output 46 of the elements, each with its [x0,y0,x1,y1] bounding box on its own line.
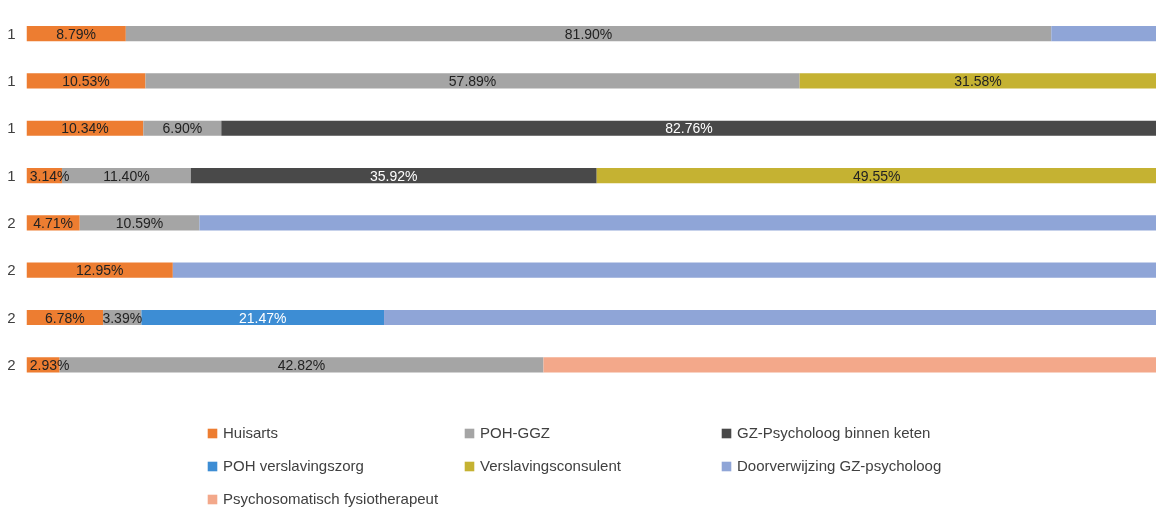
legend-label: POH-GGZ [480,424,551,441]
bar [543,357,1156,373]
bar [26,73,146,89]
data-label: 12.95% [75,262,124,279]
bar [199,215,1156,231]
legend-label: Huisarts [223,424,279,441]
bar [141,309,385,326]
data-label: 6.78% [44,309,85,326]
data-label: 6.90% [162,120,203,137]
data-label: 8.79% [56,25,97,42]
data-label: 81.90% [564,25,613,42]
bar [145,73,800,89]
data-label: 57.89% [448,72,497,89]
legend-label: Doorverwijzing GZ-psycholoog [737,457,943,474]
data-label: 10.59% [115,214,164,231]
y-tick-label: 1 [7,24,16,42]
data-label: 21.47% [238,309,287,326]
bar [384,309,1156,326]
bar [799,73,1156,89]
y-tick-label: 2 [7,261,16,279]
legend-label: Verslavingsconsulent [480,457,622,474]
data-label: 10.53% [62,72,110,89]
data-label: 4.71% [33,214,73,231]
bar [221,120,1156,136]
data-label: 31.58% [954,72,1002,89]
legend-label: GZ-Psycholoog binnen keten [737,424,932,441]
y-tick-label: 1 [7,119,16,137]
data-label: 42.82% [277,356,326,373]
y-tick-label: 1 [7,71,16,89]
data-label: 35.92% [370,167,418,184]
y-tick-label: 2 [7,308,16,326]
legend-label: Psychosomatisch fysiotherapeut [223,490,440,507]
legend-label: POH verslavingszorg [223,457,365,474]
data-label: 11.40% [103,167,150,184]
data-label: 10.34% [61,120,109,137]
bar [190,167,597,184]
data-label: 3.39% [102,309,143,326]
y-tick-label: 2 [7,213,16,231]
bar [596,167,1156,184]
bar [125,26,1052,42]
y-tick-label: 1 [7,166,16,184]
bar [1051,26,1156,42]
bar [172,262,1156,278]
y-tick-label: 2 [7,355,16,373]
data-label: 49.55% [852,167,901,184]
data-label: 82.76% [665,120,713,137]
